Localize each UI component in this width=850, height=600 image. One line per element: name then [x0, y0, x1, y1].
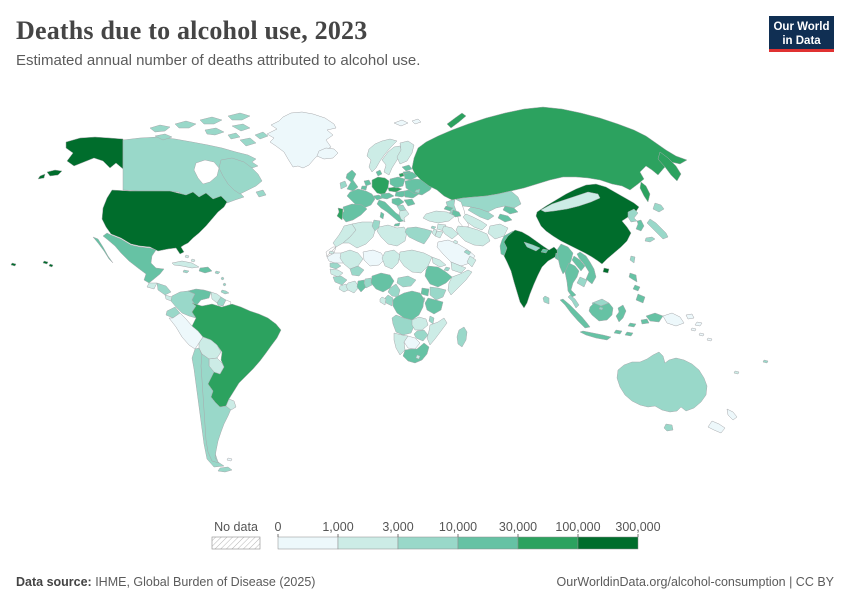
- svg-text:300,000: 300,000: [615, 520, 660, 534]
- svg-text:1,000: 1,000: [322, 520, 353, 534]
- svg-text:0: 0: [275, 520, 282, 534]
- svg-text:100,000: 100,000: [555, 520, 600, 534]
- svg-text:30,000: 30,000: [499, 520, 537, 534]
- svg-text:10,000: 10,000: [439, 520, 477, 534]
- svg-text:3,000: 3,000: [382, 520, 413, 534]
- svg-text:No data: No data: [214, 520, 258, 534]
